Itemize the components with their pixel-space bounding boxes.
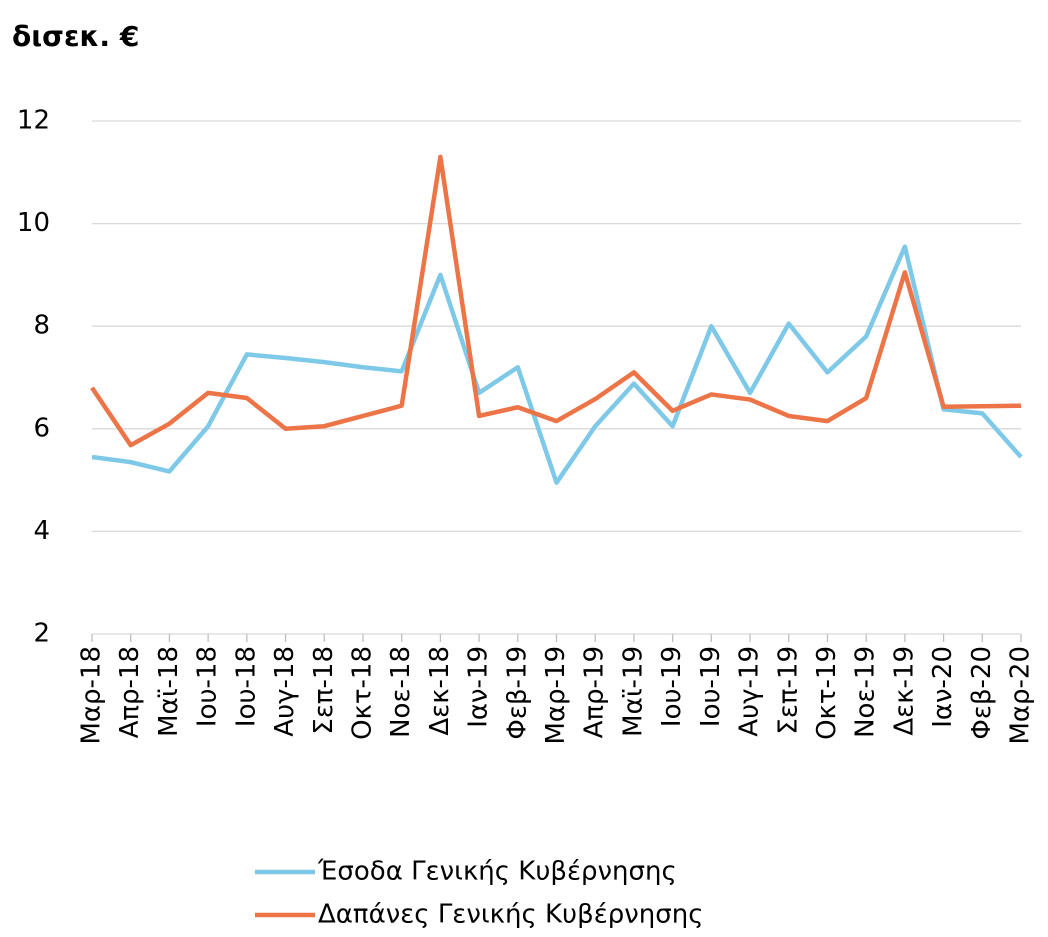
x-tick-label: Ιου-18 (193, 646, 223, 727)
x-tick-label: Ιου-19 (696, 646, 726, 727)
y-tick-label: 10 (17, 208, 50, 238)
x-tick-label: Ιου-18 (231, 646, 261, 727)
x-tick-label: Σεπ-18 (309, 646, 339, 735)
x-tick-label: Σεπ-19 (773, 646, 803, 735)
x-tick-label: Αυγ-18 (270, 646, 300, 737)
chart-title: δισεκ. € (12, 20, 139, 53)
x-tick-label: Νοε-19 (851, 646, 881, 738)
x-tick-label: Δεκ-19 (889, 646, 919, 736)
series-line (90, 154, 1022, 448)
series-line (91, 244, 1023, 485)
y-tick-label: 6 (33, 413, 50, 443)
y-tick-label: 2 (33, 619, 50, 649)
x-tick-label: Οκτ-18 (347, 646, 377, 740)
x-tick-label: Οκτ-19 (812, 646, 842, 740)
y-tick-label: 8 (33, 311, 50, 341)
x-tick-label: Μαϊ-18 (154, 646, 184, 737)
x-tick-label: Απρ-18 (115, 646, 145, 738)
x-tick-label: Ιου-19 (657, 646, 687, 727)
x-tick-label: Μαρ-18 (77, 646, 107, 745)
x-tick-label: Ιαν-19 (464, 646, 494, 728)
legend-label: Δαπάνες Γενικής Κυβέρνησης (318, 900, 703, 930)
x-tick-label: Νοε-18 (386, 646, 416, 738)
x-tick-label: Ιαν-20 (928, 646, 958, 728)
x-tick-label: Απρ-19 (580, 646, 610, 738)
x-tick-label: Μαρ-20 (1006, 646, 1036, 745)
x-tick-label: Μαϊ-19 (618, 646, 648, 737)
x-tick-label: Μαρ-19 (541, 646, 571, 745)
y-tick-label: 12 (17, 106, 50, 136)
x-tick-label: Φεβ-20 (967, 646, 997, 740)
x-tick-label: Φεβ-19 (502, 646, 532, 740)
legend-label: Έσοδα Γενικής Κυβέρνησης (317, 857, 677, 887)
x-tick-label: Αυγ-19 (735, 646, 765, 737)
y-tick-label: 4 (33, 516, 50, 546)
x-tick-label: Δεκ-18 (425, 646, 455, 736)
